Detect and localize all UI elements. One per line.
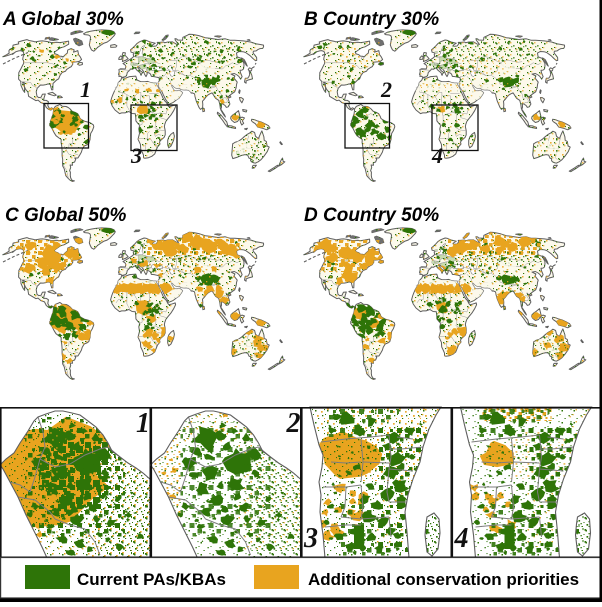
svg-text:A Global 30%: A Global 30% [2, 9, 124, 30]
svg-text:2: 2 [380, 77, 392, 102]
svg-text:2: 2 [286, 408, 301, 439]
svg-text:3: 3 [130, 143, 142, 168]
svg-text:1: 1 [80, 77, 91, 102]
svg-text:1: 1 [136, 408, 150, 439]
svg-text:Additional conservation priori: Additional conservation priorities [308, 570, 579, 589]
svg-text:B Country 30%: B Country 30% [304, 9, 439, 30]
svg-text:4: 4 [454, 523, 469, 554]
svg-text:3: 3 [303, 523, 318, 554]
svg-text:Current PAs/KBAs: Current PAs/KBAs [77, 570, 226, 589]
svg-text:4: 4 [431, 143, 443, 168]
svg-text:D Country 50%: D Country 50% [304, 205, 439, 226]
svg-text:C Global 50%: C Global 50% [5, 205, 127, 226]
